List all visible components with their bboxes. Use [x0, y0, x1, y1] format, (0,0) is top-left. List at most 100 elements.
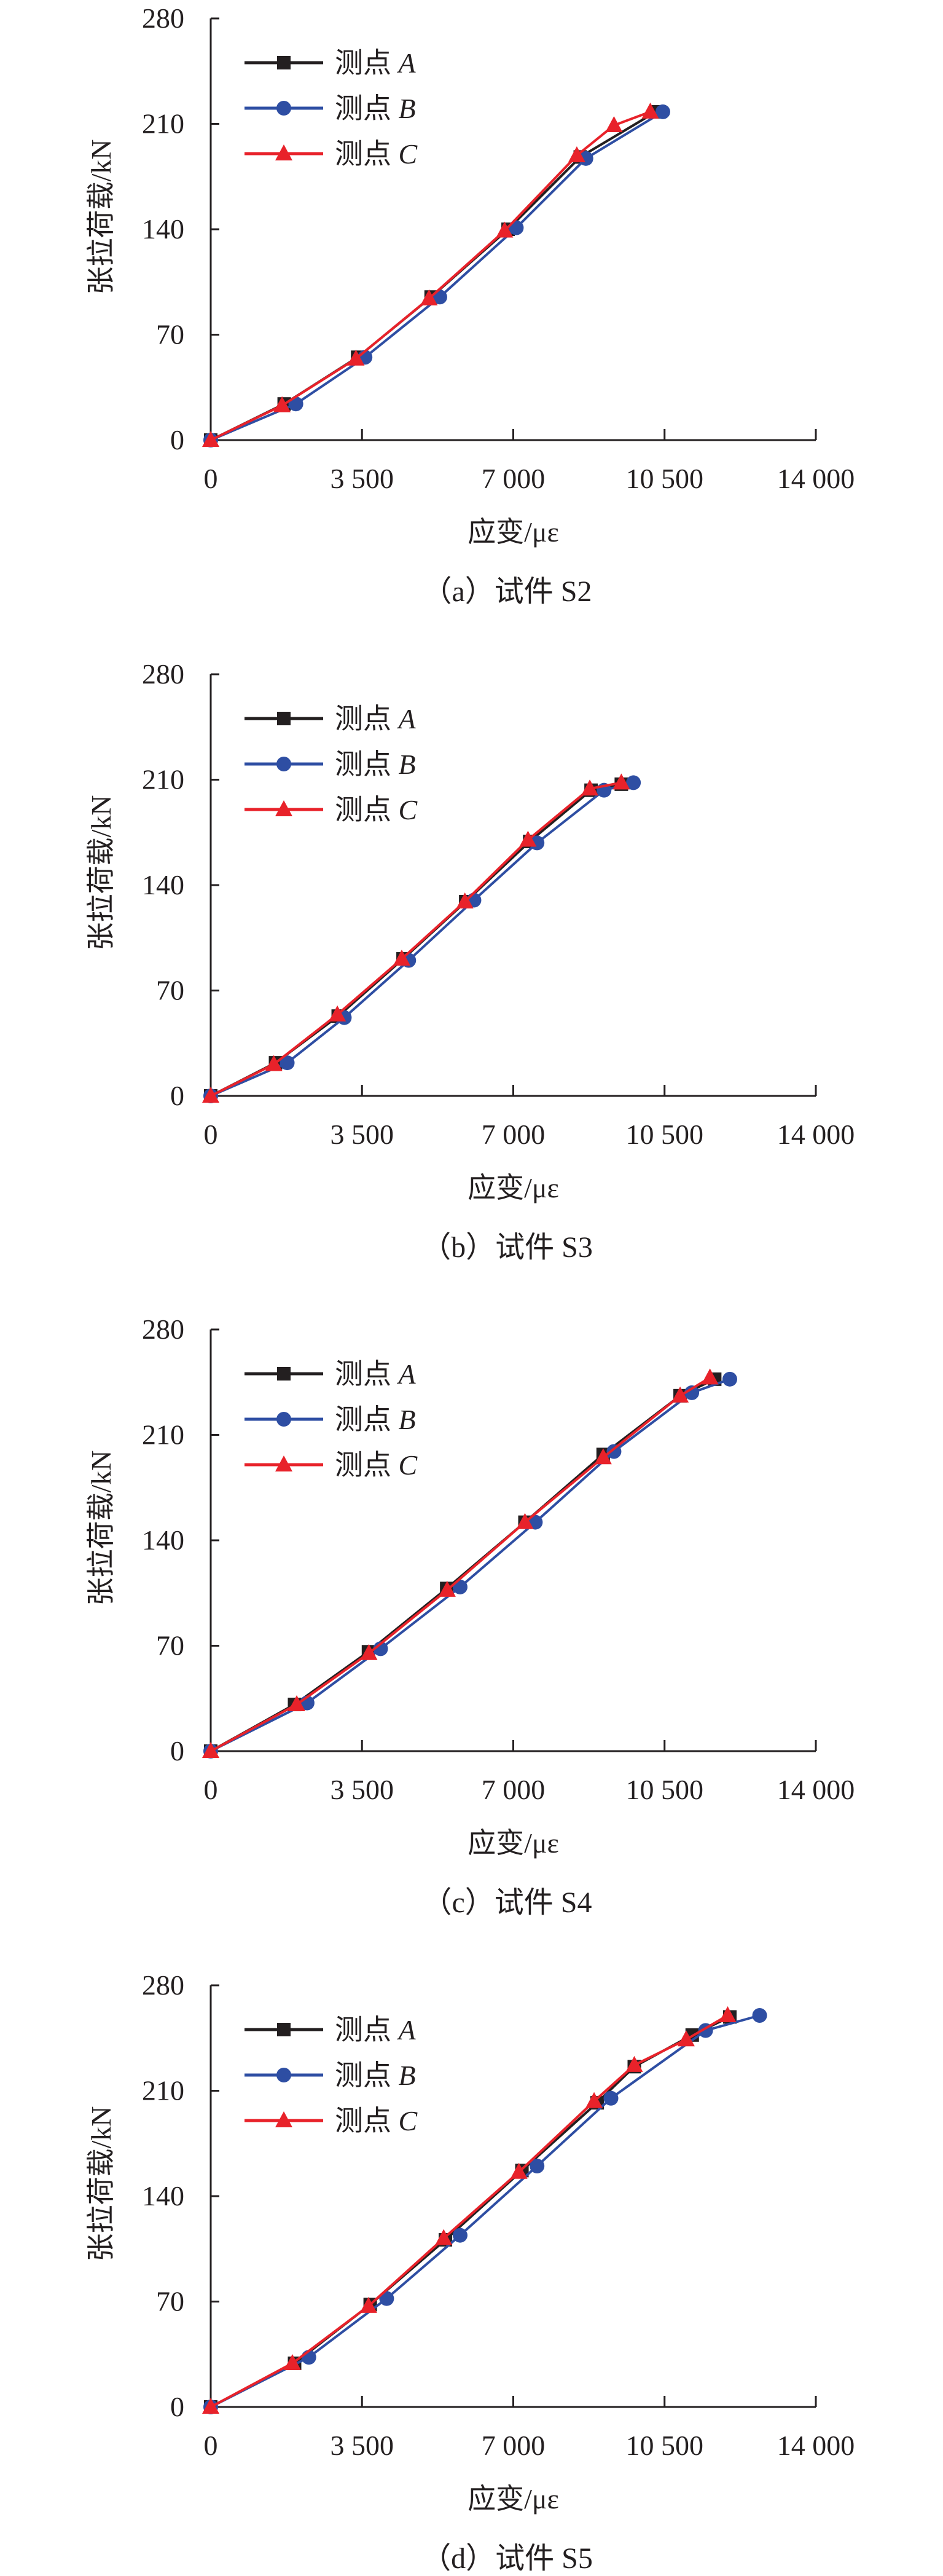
y-tick-label: 280 [142, 2, 184, 34]
data-point [329, 1005, 346, 1022]
x-axis-label: 应变/με [468, 1172, 559, 1203]
data-point [360, 1644, 378, 1660]
legend-marker [277, 56, 291, 69]
legend-marker [275, 800, 292, 816]
legend-item-b: 测点 B [245, 2060, 416, 2091]
data-point [379, 2291, 394, 2306]
legend-marker [275, 144, 292, 160]
x-tick-label: 14 000 [777, 1119, 855, 1150]
x-tick-label: 10 500 [626, 1119, 704, 1150]
data-point [283, 2353, 301, 2370]
y-tick-label: 0 [170, 2391, 184, 2422]
x-tick-label: 3 500 [331, 1774, 394, 1805]
legend-label: 测点 C [335, 794, 418, 825]
legend-marker [275, 2111, 292, 2127]
legend-label: 测点 A [335, 1358, 417, 1390]
data-point [585, 2092, 603, 2108]
legend-label: 测点 B [335, 2060, 416, 2091]
legend-item-a: 测点 A [245, 47, 417, 79]
series-line [210, 1377, 730, 1752]
x-tick-label: 0 [204, 463, 218, 494]
y-tick-label: 210 [142, 764, 184, 795]
series-line [210, 111, 663, 441]
data-point [568, 146, 585, 162]
y-tick-label: 140 [142, 213, 184, 245]
series-line [210, 782, 622, 1097]
series-c [202, 1368, 719, 1758]
y-tick-label: 210 [142, 1419, 184, 1451]
data-point [519, 830, 537, 847]
data-point [288, 1695, 306, 1712]
data-point [452, 2227, 468, 2243]
y-axis-label: 张拉荷载/kN [85, 2106, 117, 2262]
legend-marker [275, 1455, 292, 1471]
y-axis-label: 张拉荷载/kN [85, 795, 117, 951]
data-point [202, 2398, 219, 2414]
legend-label: 测点 C [335, 2105, 418, 2137]
legend-item-b: 测点 B [245, 93, 416, 124]
y-tick-label: 210 [142, 2075, 184, 2106]
x-tick-label: 0 [204, 2430, 218, 2461]
data-point [626, 775, 641, 790]
legend-marker [276, 757, 291, 771]
x-tick-label: 3 500 [331, 463, 394, 494]
data-point [202, 1742, 219, 1758]
data-point [347, 349, 365, 366]
y-tick-label: 0 [170, 1080, 184, 1111]
data-point [438, 1580, 456, 1597]
data-point [202, 431, 219, 447]
legend-item-a: 测点 A [245, 1358, 417, 1390]
series-c [202, 773, 630, 1103]
chart-panel-d: 0 70 140 210 280 0 3 500 7 000 10 500 14 000 应变/με… [85, 1969, 855, 2575]
y-tick-label: 280 [142, 1969, 184, 2001]
chart-caption: （b）试件 S3 [421, 1231, 593, 1264]
y-tick-label: 210 [142, 108, 184, 140]
data-point [359, 2296, 377, 2313]
data-point [516, 1513, 534, 1529]
chart-caption: （a）试件 S2 [422, 575, 592, 608]
data-point [719, 2006, 737, 2022]
data-point [265, 1055, 283, 1071]
y-tick-label: 0 [170, 1735, 184, 1767]
data-point [684, 1385, 700, 1400]
y-tick-label: 70 [156, 2286, 184, 2317]
x-tick-label: 10 500 [626, 463, 704, 494]
data-point [420, 289, 438, 305]
x-tick-label: 10 500 [626, 2430, 704, 2461]
data-point [606, 1444, 622, 1459]
y-axis-label: 张拉荷载/kN [85, 140, 117, 295]
data-point [641, 102, 659, 119]
data-point [625, 2055, 643, 2072]
x-tick-label: 0 [204, 1119, 218, 1150]
x-tick-label: 7 000 [482, 1774, 546, 1805]
data-point [273, 396, 291, 412]
legend-marker [276, 101, 291, 116]
legend-marker [276, 2068, 291, 2082]
y-tick-label: 280 [142, 1314, 184, 1345]
series-b [203, 104, 670, 447]
chart-panel-a: 0 70 140 210 280 0 3 500 7 000 10 500 14 000 应变/με… [85, 2, 855, 608]
data-point [435, 2229, 453, 2245]
x-tick-label: 14 000 [777, 463, 855, 494]
legend-label: 测点 C [335, 1449, 418, 1481]
y-tick-label: 0 [170, 424, 184, 455]
x-axis-label: 应变/με [468, 1827, 559, 1859]
y-tick-label: 70 [156, 975, 184, 1006]
legend-marker [277, 712, 291, 725]
y-tick-label: 140 [142, 869, 184, 900]
x-tick-label: 3 500 [331, 1119, 394, 1150]
data-point [202, 1087, 219, 1103]
data-point [373, 1641, 388, 1656]
data-point [655, 104, 670, 119]
data-point [722, 1371, 737, 1387]
x-axis-label: 应变/με [468, 2483, 559, 2515]
data-point [612, 773, 630, 790]
y-tick-label: 280 [142, 658, 184, 690]
data-point [603, 2090, 619, 2106]
y-tick-label: 140 [142, 1524, 184, 1556]
series-c [202, 2006, 737, 2414]
data-point [581, 779, 599, 796]
x-tick-label: 14 000 [777, 2430, 855, 2461]
legend-marker [277, 1367, 291, 1381]
